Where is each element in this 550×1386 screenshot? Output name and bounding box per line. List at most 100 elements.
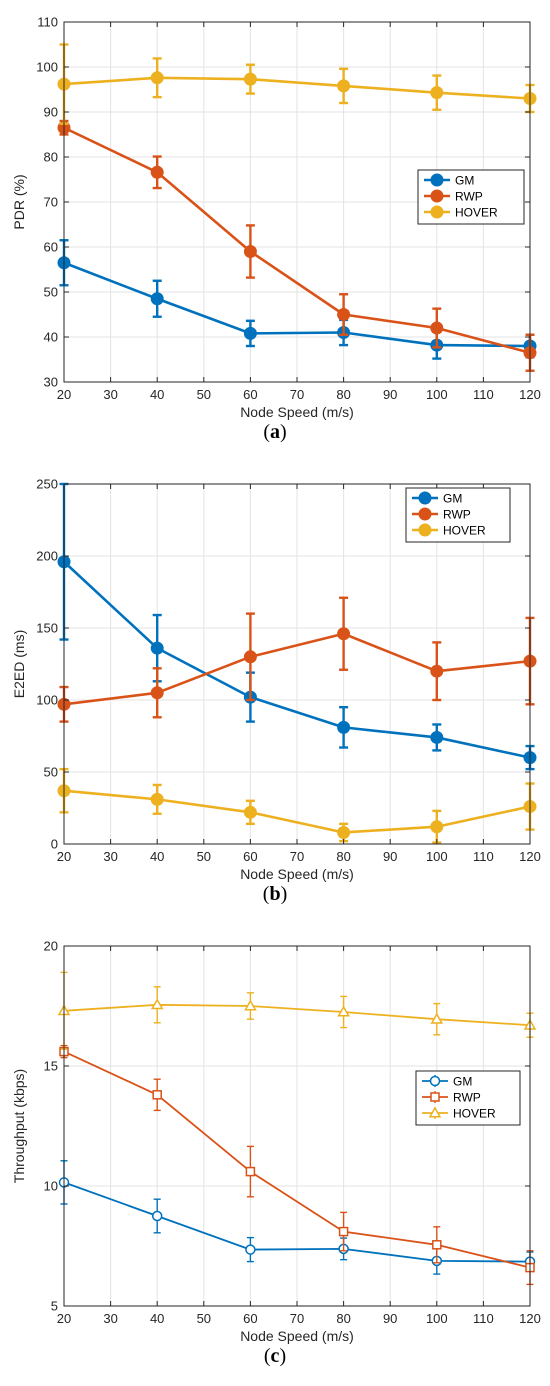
data-point (430, 664, 444, 678)
data-point (337, 720, 351, 734)
panel-caption: (c) (264, 1345, 286, 1367)
data-point (243, 326, 257, 340)
data-point (243, 650, 257, 664)
legend-label: RWP (455, 190, 483, 204)
legend-label: HOVER (453, 1107, 496, 1121)
chart-panel-a: 20 30 40 50 60 70 80 90 100 110 120304050607080901… (11, 15, 541, 444)
data-point (243, 72, 257, 86)
legend-entry-gm: GM (422, 1075, 472, 1089)
x-tick-label: 100 (426, 849, 448, 864)
legend-marker (430, 189, 444, 203)
legend-label: RWP (453, 1091, 481, 1105)
x-axis-label: Node Speed (m/s) (240, 866, 354, 882)
legend-entry-hover: HOVER (412, 523, 486, 538)
y-tick-label: 110 (37, 15, 58, 30)
legend-marker (430, 173, 444, 187)
chart-panel-c: 20 30 40 50 60 70 80 90 100 110 120 5 10 15 20 Node Spe… (11, 939, 541, 1368)
data-point (245, 1244, 256, 1255)
x-tick-label: 30 (103, 849, 117, 864)
legend-marker (418, 491, 432, 505)
data-point (338, 1226, 349, 1237)
x-tick-label: 60 (243, 1311, 257, 1326)
y-tick-label: 10 (44, 1179, 58, 1194)
caption-open: ( (263, 421, 270, 443)
data-point (337, 627, 351, 641)
legend-marker (430, 205, 444, 219)
x-tick-label: 30 (103, 387, 117, 402)
data-point (430, 321, 444, 335)
legend-entry-rwp: RWP (422, 1091, 481, 1105)
x-tick-label: 80 (336, 849, 350, 864)
x-tick-label: 70 (290, 387, 304, 402)
data-point (430, 1012, 444, 1024)
y-tick-label: 20 (44, 939, 58, 954)
data-point (150, 71, 164, 85)
legend-marker (428, 1106, 442, 1118)
legend-marker (429, 1075, 441, 1087)
data-point (150, 998, 164, 1010)
x-tick-label: 120 (519, 1311, 541, 1326)
x-tick-label: 100 (426, 1311, 448, 1326)
series-line (63, 1181, 531, 1263)
series-line (63, 1050, 531, 1269)
y-tick-label: 70 (44, 195, 58, 210)
data-point (432, 1240, 442, 1250)
y-tick-label: 5 (51, 1299, 58, 1314)
series-line (63, 261, 531, 348)
legend: GM RWP HOVER (415, 1070, 521, 1126)
x-tick-label: 70 (290, 1311, 304, 1326)
legend-label: GM (453, 1075, 472, 1089)
y-tick-label: 100 (36, 60, 58, 75)
y-axis-label: Throughput (kbps) (11, 1069, 27, 1183)
x-tick-label: 80 (336, 1311, 350, 1326)
data-point (243, 805, 257, 819)
panel-caption: (b) (263, 883, 287, 905)
data-point (150, 792, 164, 806)
y-tick-label: 30 (44, 375, 58, 390)
x-tick-label: 110 (473, 1311, 494, 1326)
x-axis-label: Node Speed (m/s) (240, 1328, 354, 1344)
y-tick-label: 40 (44, 330, 58, 345)
x-tick-label: 20 (57, 849, 71, 864)
series-line (63, 789, 531, 834)
x-axis-label: Node Speed (m/s) (240, 404, 354, 420)
series-line (63, 632, 531, 706)
x-tick-label: 60 (243, 387, 257, 402)
series-line (63, 560, 531, 759)
x-tick-label: 20 (57, 387, 71, 402)
x-tick-label: 90 (383, 1311, 397, 1326)
y-tick-label: 50 (44, 285, 58, 300)
y-tick-label: 80 (44, 150, 58, 165)
legend-entry-gm: GM (412, 491, 462, 506)
x-tick-label: 40 (150, 387, 164, 402)
x-tick-label: 40 (150, 1311, 164, 1326)
legend: GM RWP HOVER (405, 487, 511, 543)
data-point (244, 999, 257, 1011)
legend-label: HOVER (455, 206, 498, 220)
y-tick-label: 60 (44, 240, 58, 255)
series-line (63, 126, 531, 355)
chart-panel-b: 20 30 40 50 60 70 80 90 100 110 120 0 50 100 150 200 250… (11, 477, 541, 906)
caption-letter: b (269, 883, 280, 905)
caption-open: ( (264, 1345, 271, 1367)
data-point (430, 86, 444, 100)
x-tick-label: 90 (383, 849, 397, 864)
legend: GM RWP HOVER (417, 169, 525, 225)
legend-label: RWP (443, 508, 471, 522)
series-line (63, 1003, 531, 1027)
data-point (245, 1166, 256, 1177)
x-tick-label: 50 (197, 387, 211, 402)
legend-marker (418, 523, 432, 537)
legend-label: GM (443, 492, 462, 506)
x-tick-label: 60 (243, 849, 257, 864)
x-tick-label: 50 (197, 1311, 211, 1326)
data-point (337, 825, 351, 839)
x-tick-label: 20 (57, 1311, 71, 1326)
data-point (150, 292, 164, 306)
data-point (430, 730, 444, 744)
data-point (150, 165, 164, 179)
y-tick-label: 150 (36, 621, 58, 636)
caption-close: ) (280, 421, 287, 443)
data-point (152, 1090, 162, 1100)
